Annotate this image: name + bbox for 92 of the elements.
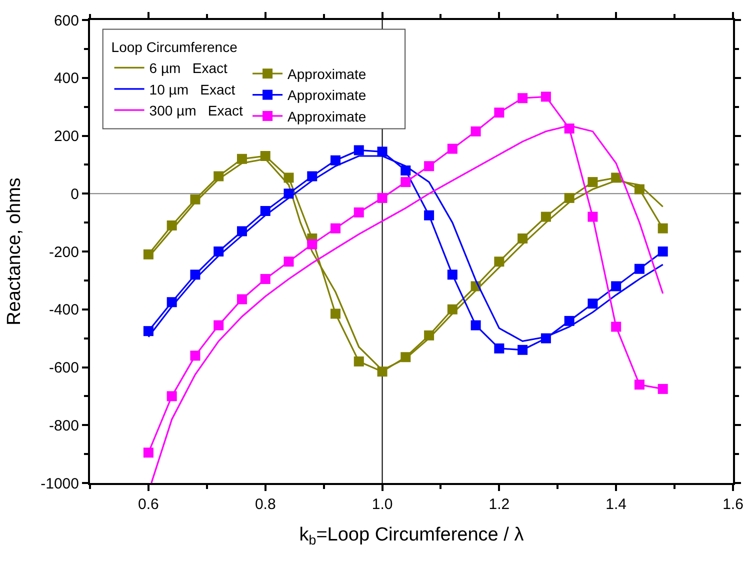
point bbox=[540, 333, 551, 344]
y-tick-label: 400 bbox=[54, 70, 79, 88]
point bbox=[330, 155, 341, 166]
x-tick-label: 0.8 bbox=[254, 496, 276, 513]
point bbox=[447, 144, 458, 154]
point bbox=[634, 184, 644, 194]
point bbox=[214, 246, 224, 256]
point bbox=[564, 316, 574, 326]
point bbox=[260, 151, 270, 162]
point bbox=[236, 294, 247, 304]
legend-label: 300 µm Exact bbox=[149, 102, 244, 119]
point bbox=[564, 192, 574, 203]
point bbox=[494, 256, 504, 267]
point bbox=[611, 281, 622, 292]
x-tick-label: 0.6 bbox=[138, 496, 159, 513]
legend-label: 10 µm Exact bbox=[149, 81, 236, 98]
point bbox=[307, 239, 318, 250]
y-axis-title: Reactance, ohms bbox=[4, 178, 25, 326]
point bbox=[588, 298, 598, 309]
y-tick-label: 0 bbox=[70, 186, 79, 203]
x-tick-label: 1.0 bbox=[372, 496, 393, 513]
point bbox=[166, 297, 177, 308]
point bbox=[377, 192, 388, 203]
y-tick-label: -400 bbox=[48, 302, 79, 319]
point bbox=[634, 380, 644, 390]
point bbox=[658, 223, 668, 234]
point bbox=[447, 304, 458, 314]
point bbox=[143, 326, 154, 336]
point bbox=[166, 391, 177, 402]
point bbox=[658, 246, 668, 256]
y-tick-label: -200 bbox=[48, 244, 79, 261]
point bbox=[518, 93, 528, 104]
point bbox=[470, 126, 481, 136]
y-tick-label: 200 bbox=[54, 128, 79, 145]
point bbox=[330, 223, 341, 234]
point bbox=[354, 356, 364, 366]
point bbox=[588, 177, 598, 188]
point bbox=[658, 384, 668, 394]
point bbox=[284, 188, 294, 199]
point bbox=[143, 448, 154, 458]
point bbox=[564, 124, 574, 134]
legend-label: Approximate bbox=[288, 66, 366, 82]
point bbox=[424, 330, 434, 340]
point bbox=[400, 352, 411, 362]
point bbox=[494, 108, 504, 118]
x-tick-label: 1.6 bbox=[722, 496, 744, 513]
point bbox=[634, 264, 644, 274]
y-tick-label: -1000 bbox=[40, 475, 79, 492]
point bbox=[470, 320, 481, 330]
legend-label: Approximate bbox=[288, 87, 366, 104]
point bbox=[377, 366, 388, 377]
point bbox=[307, 171, 318, 182]
point bbox=[518, 233, 528, 244]
point bbox=[354, 207, 364, 218]
legend-title: Loop Circumference bbox=[111, 39, 238, 56]
y-tick-label: -800 bbox=[48, 417, 79, 434]
point bbox=[143, 249, 154, 260]
point bbox=[354, 145, 364, 156]
point bbox=[284, 172, 294, 183]
point bbox=[400, 165, 411, 176]
x-tick-label: 1.2 bbox=[488, 496, 510, 513]
legend-label: Approximate bbox=[288, 108, 366, 124]
point bbox=[540, 212, 551, 222]
legend-label: 6 µm Exact bbox=[149, 60, 228, 76]
x-tick-label: 1.4 bbox=[606, 496, 627, 513]
point bbox=[236, 226, 247, 236]
point bbox=[260, 206, 270, 216]
point bbox=[260, 274, 270, 284]
point bbox=[611, 172, 622, 183]
point bbox=[447, 270, 458, 280]
point bbox=[330, 308, 341, 319]
point bbox=[377, 146, 388, 157]
point bbox=[611, 322, 622, 332]
point bbox=[424, 161, 434, 172]
line-series bbox=[150, 124, 664, 483]
point bbox=[214, 320, 224, 330]
point bbox=[494, 343, 504, 354]
point bbox=[284, 256, 294, 267]
y-tick-label: 600 bbox=[54, 12, 79, 30]
point bbox=[540, 92, 551, 102]
point bbox=[518, 344, 528, 355]
x-axis-title: k$_{b}$=Loop Circumference / λ bbox=[299, 524, 524, 548]
y-tick-label: -600 bbox=[48, 360, 79, 376]
point bbox=[190, 270, 200, 280]
point bbox=[424, 210, 434, 220]
point bbox=[190, 350, 200, 361]
point bbox=[190, 194, 200, 204]
point bbox=[400, 177, 411, 188]
point bbox=[588, 212, 598, 222]
point bbox=[214, 171, 224, 182]
point bbox=[236, 154, 247, 164]
point bbox=[166, 220, 177, 230]
